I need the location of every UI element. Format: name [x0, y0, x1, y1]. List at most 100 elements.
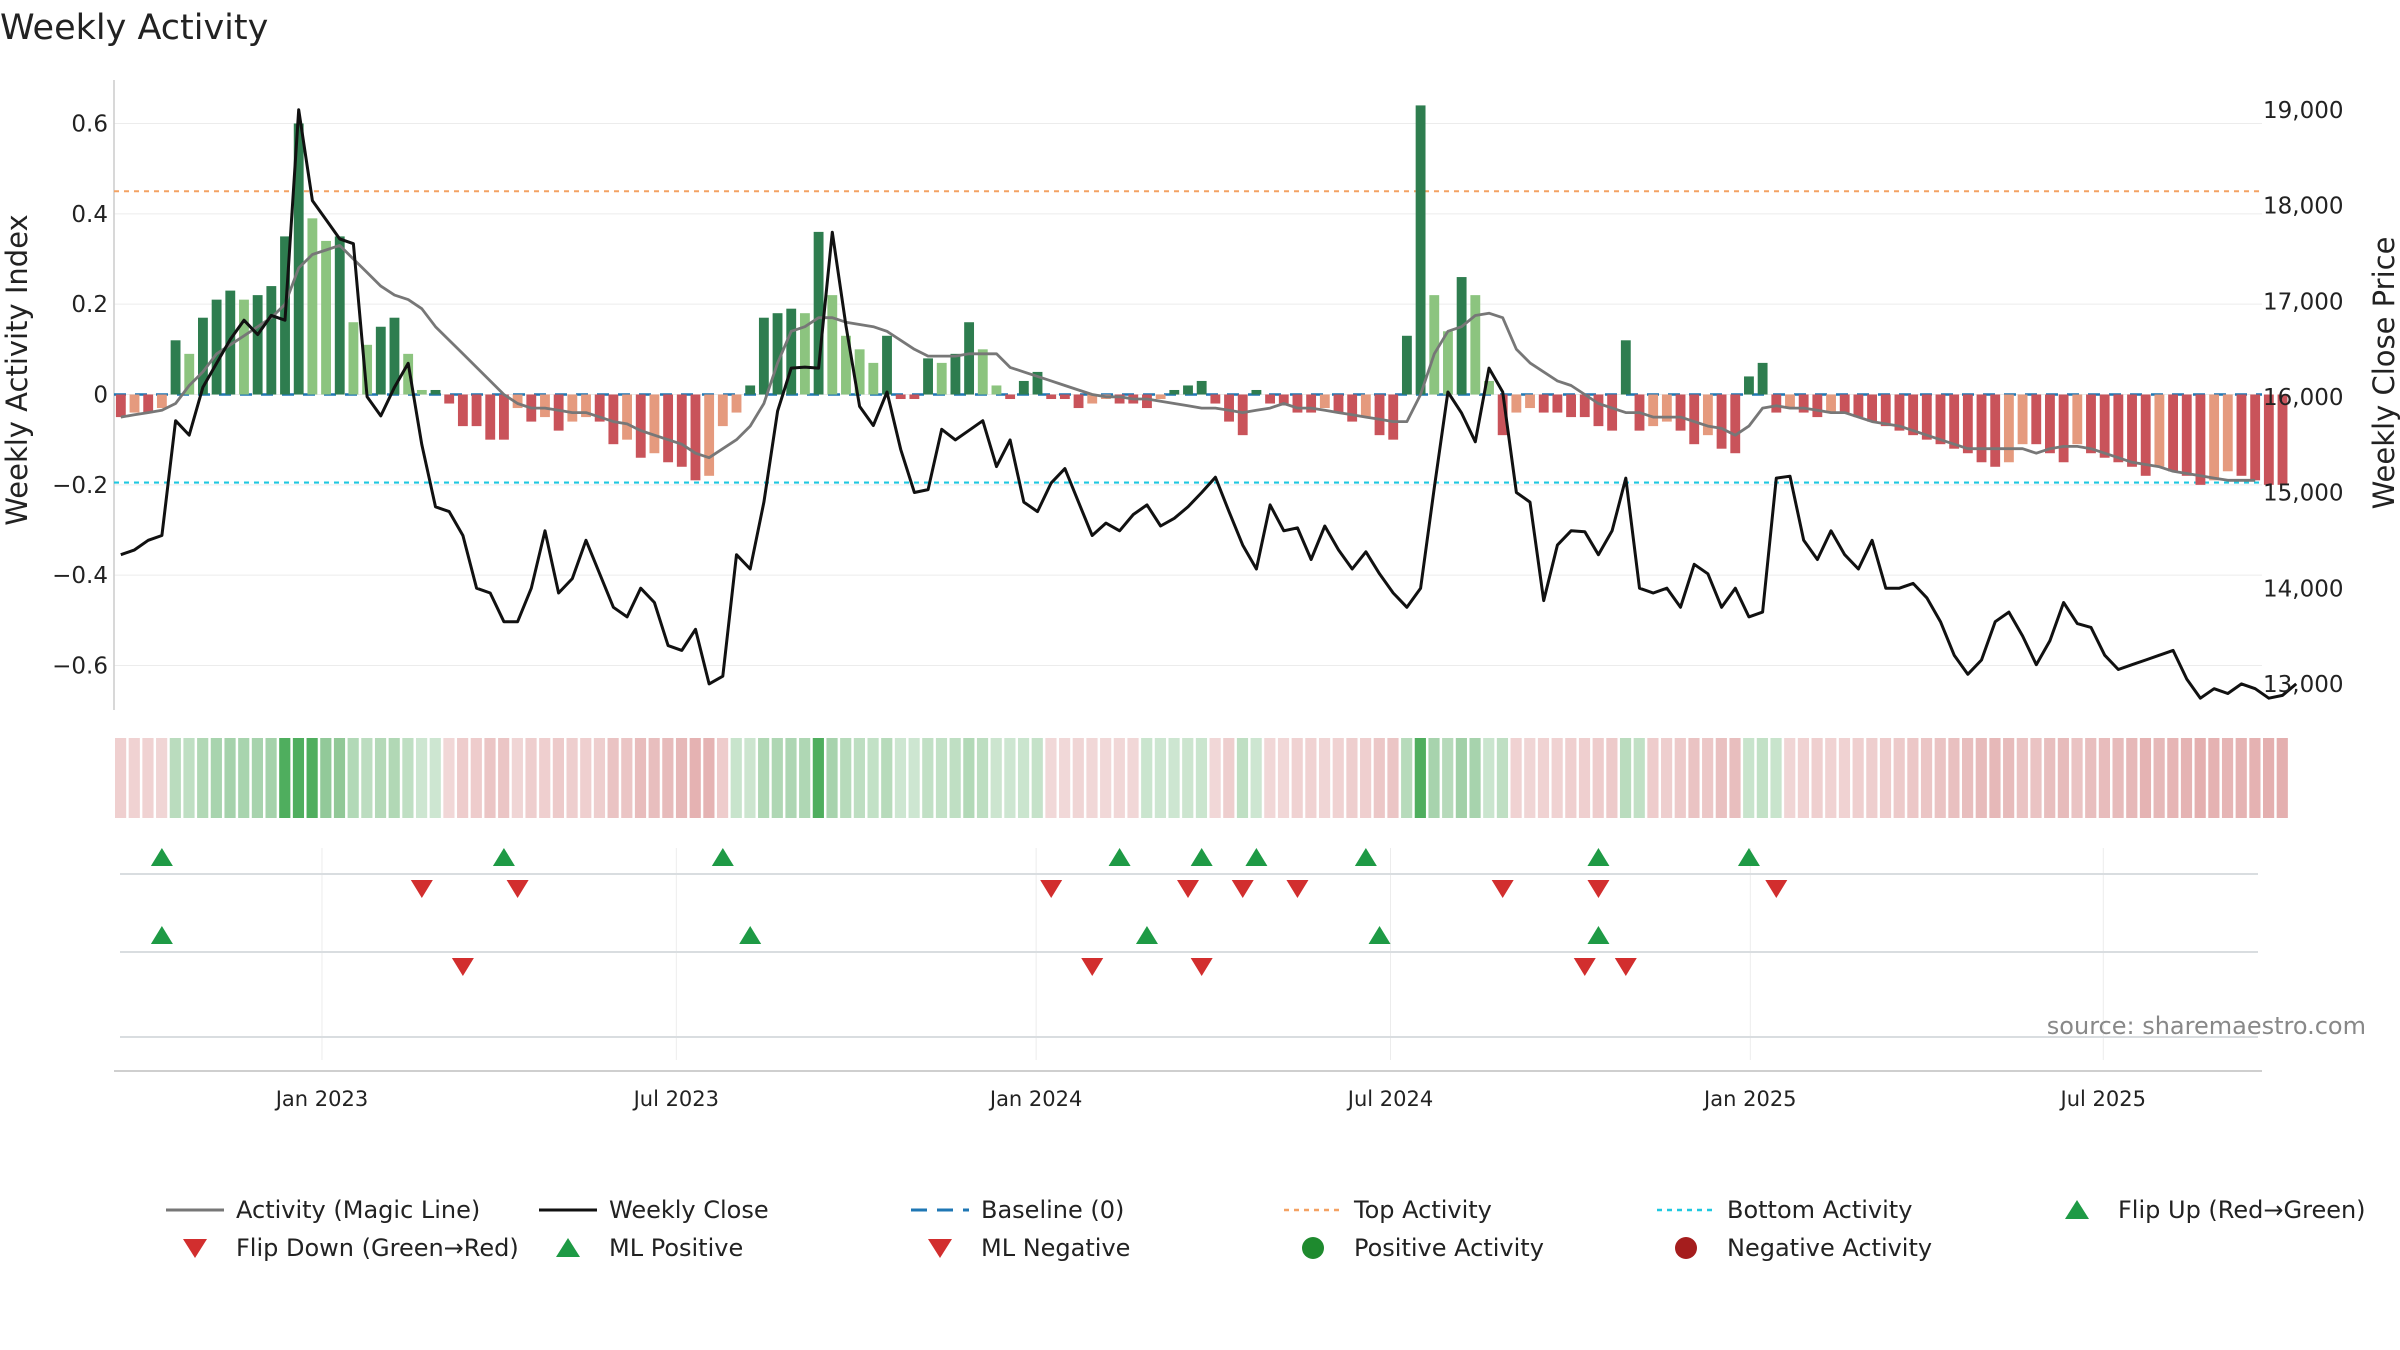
activity-bar: [1237, 394, 1248, 436]
strip-cell: [799, 738, 811, 818]
flip-up-marker: [150, 848, 173, 866]
activity-bar: [964, 322, 975, 395]
strip-cell: [1455, 738, 1467, 818]
strip-cell: [1702, 738, 1714, 818]
strip-cell: [1305, 738, 1317, 818]
strip-cell: [306, 738, 318, 818]
strip-cell: [1154, 738, 1166, 818]
activity-bar: [1484, 380, 1494, 395]
activity-bar: [1511, 394, 1522, 413]
activity-bar: [1661, 394, 1672, 422]
activity-bar: [485, 394, 496, 440]
activity-bar: [471, 394, 482, 427]
activity-bar: [786, 308, 797, 395]
activity-bar: [1005, 394, 1016, 400]
strip-cell: [1182, 738, 1194, 818]
strip-cell: [1264, 738, 1276, 818]
strip-cell: [1332, 738, 1344, 818]
activity-bar: [1785, 394, 1795, 409]
activity-bar: [1183, 385, 1193, 395]
strip-cell: [593, 738, 606, 818]
activity-bar: [1196, 380, 1207, 395]
strip-cell: [156, 738, 168, 818]
ml-positive-marker: [150, 926, 173, 944]
flip-down-marker: [410, 880, 433, 898]
strip-cell: [949, 738, 961, 818]
strip-cell: [1113, 738, 1125, 818]
strip-cell: [457, 738, 469, 818]
activity-bar: [854, 349, 865, 395]
strip-cell: [730, 738, 742, 818]
strip-cell: [1797, 738, 1810, 818]
strip-cell: [1017, 738, 1030, 818]
activity-bar: [649, 394, 660, 454]
x-axis-ticks: Jan 2023 Jul 2023 Jan 2024 Jul 2024 Jan 2025…: [274, 1087, 2146, 1111]
legend-swatch: [556, 1238, 580, 1257]
strip-cell: [1866, 738, 1878, 818]
left-axis-label: Weekly Activity Index: [0, 214, 34, 525]
strip-cell: [1578, 738, 1591, 818]
strip-cell: [1442, 738, 1454, 818]
activity-bar: [1497, 394, 1508, 436]
activity-bar: [2195, 394, 2206, 485]
strip-cell: [785, 738, 797, 818]
strip-cell: [238, 738, 250, 818]
strip-cell: [402, 738, 414, 818]
strip-cell: [908, 738, 920, 818]
activity-bar: [745, 385, 756, 395]
strip-cell: [2139, 738, 2152, 818]
activity-bar: [2222, 394, 2233, 472]
strip-cell: [1715, 738, 1727, 818]
x-tick-label: Jan 2024: [988, 1087, 1083, 1111]
strip-cell: [115, 738, 127, 818]
right-tick-label: 15,000: [2263, 481, 2343, 507]
activity-bar: [1155, 394, 1166, 400]
right-tick-label: 17,000: [2263, 289, 2343, 315]
activity-bar: [321, 240, 331, 395]
activity-bar: [1935, 394, 1946, 445]
strip-cell: [511, 738, 523, 818]
activity-bar: [799, 313, 810, 395]
activity-bar: [1962, 394, 1973, 454]
activity-bar: [2236, 394, 2247, 476]
activity-bar: [1360, 394, 1371, 418]
strip-cell: [1373, 738, 1385, 818]
strip-cell: [388, 738, 400, 818]
signal-markers: [114, 848, 2262, 1072]
strip-cell: [2126, 738, 2138, 818]
activity-bar: [2113, 394, 2124, 463]
weekly-close-line: [120, 108, 2298, 700]
activity-bar: [334, 236, 345, 395]
magic-line: [120, 243, 2256, 482]
strip-cell: [1537, 738, 1550, 818]
activity-bar: [1374, 394, 1385, 436]
right-tick-label: 14,000: [2263, 576, 2343, 602]
activity-bar: [457, 394, 468, 427]
ml-negative-marker: [1614, 958, 1637, 976]
strip-cell: [812, 738, 824, 818]
strip-cell: [2044, 738, 2056, 818]
activity-bar: [1278, 394, 1289, 404]
strip-cell: [744, 738, 756, 818]
activity-bar: [1443, 331, 1453, 395]
activity-bar: [184, 353, 195, 395]
strip-cell: [1975, 738, 1987, 818]
activity-bar: [1059, 394, 1070, 400]
activity-bar: [2263, 394, 2274, 485]
activity-bar: [362, 344, 373, 395]
strip-cell: [1948, 738, 1960, 818]
activity-bar: [827, 295, 838, 395]
activity-bar: [540, 394, 550, 418]
strip-cell: [2003, 738, 2015, 818]
strip-cell: [279, 738, 291, 818]
strip-cell: [484, 738, 496, 818]
activity-bar: [2058, 394, 2069, 463]
strip-cell: [689, 738, 701, 818]
strip-cell: [183, 738, 195, 818]
activity-bar: [1867, 394, 1878, 422]
left-tick-label: 0.6: [71, 111, 108, 137]
activity-bar: [498, 394, 509, 440]
strip-cell: [1195, 738, 1208, 818]
activity-bar: [2099, 394, 2110, 458]
strip-cell: [347, 738, 359, 818]
